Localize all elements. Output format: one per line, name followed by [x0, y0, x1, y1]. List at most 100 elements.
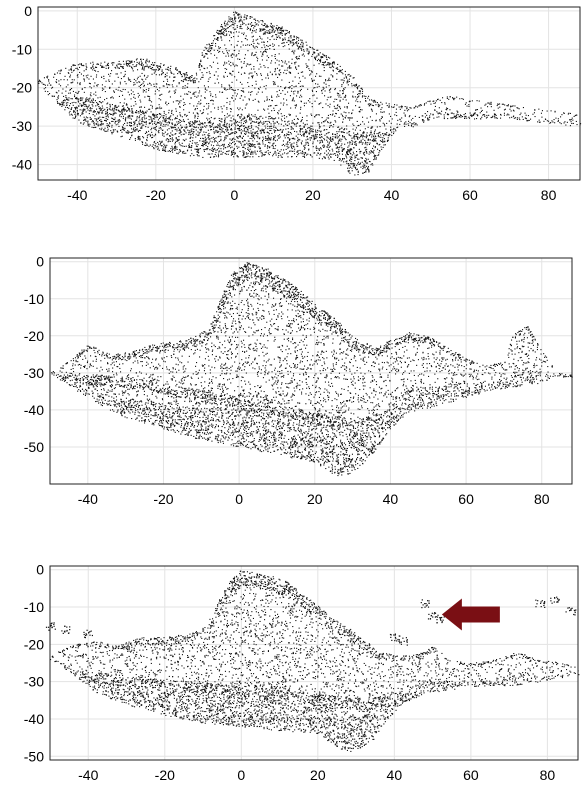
- data-point: [63, 102, 65, 104]
- data-point: [357, 93, 359, 95]
- data-point: [254, 54, 256, 56]
- data-point: [251, 53, 253, 55]
- data-point: [170, 115, 172, 117]
- data-point: [245, 38, 247, 40]
- data-point: [99, 64, 101, 66]
- data-point: [383, 135, 385, 137]
- data-point: [235, 120, 237, 122]
- data-point: [216, 78, 218, 80]
- data-point: [91, 104, 93, 106]
- data-point: [125, 118, 127, 120]
- data-point: [115, 120, 117, 122]
- data-point: [224, 152, 226, 154]
- data-point: [218, 155, 220, 157]
- data-point: [318, 53, 320, 55]
- data-point: [329, 126, 331, 128]
- data-point: [286, 41, 288, 43]
- data-point: [199, 129, 201, 131]
- data-point: [569, 119, 571, 121]
- data-point: [97, 103, 99, 105]
- data-point: [188, 91, 190, 93]
- data-point: [268, 32, 270, 34]
- data-point: [187, 93, 189, 95]
- data-point: [205, 131, 207, 133]
- data-point: [144, 106, 146, 108]
- data-point: [260, 152, 262, 154]
- data-point: [169, 118, 171, 120]
- data-point: [318, 54, 320, 56]
- data-point: [309, 139, 311, 141]
- data-point: [179, 150, 181, 152]
- data-point: [357, 174, 359, 176]
- data-point: [241, 137, 243, 139]
- data-point: [337, 104, 339, 106]
- data-point: [225, 25, 227, 27]
- data-point: [206, 67, 208, 69]
- data-point: [235, 28, 237, 30]
- data-point: [269, 127, 271, 129]
- data-point: [361, 161, 363, 163]
- data-point: [141, 124, 143, 126]
- data-point: [247, 155, 249, 157]
- data-point: [165, 150, 167, 152]
- data-point: [105, 65, 107, 67]
- data-point: [80, 63, 82, 65]
- data-point: [128, 63, 130, 65]
- data-point: [299, 112, 301, 114]
- data-point: [238, 71, 240, 73]
- data-point: [119, 63, 121, 65]
- data-point: [356, 87, 358, 89]
- data-point: [128, 109, 130, 111]
- data-point: [209, 51, 211, 53]
- data-point: [223, 131, 225, 133]
- data-point: [202, 143, 204, 145]
- data-point: [219, 33, 221, 35]
- data-point: [209, 126, 211, 128]
- data-point: [524, 117, 526, 119]
- data-point: [59, 104, 61, 106]
- data-point: [164, 125, 166, 127]
- data-point: [113, 62, 115, 64]
- data-point: [298, 58, 300, 60]
- data-point: [225, 89, 227, 91]
- data-point: [284, 137, 286, 139]
- data-point: [218, 123, 220, 125]
- data-point: [146, 140, 148, 142]
- data-point: [166, 144, 168, 146]
- data-point: [379, 143, 381, 145]
- data-point: [519, 114, 521, 116]
- data-point: [365, 134, 367, 136]
- data-point: [293, 142, 295, 144]
- data-point: [243, 129, 245, 131]
- data-point: [304, 146, 306, 148]
- data-point: [208, 133, 210, 135]
- data-point: [206, 125, 208, 127]
- data-point: [58, 90, 60, 92]
- data-point: [518, 117, 520, 119]
- data-point: [275, 27, 277, 29]
- data-point: [366, 144, 368, 146]
- data-point: [365, 149, 367, 151]
- data-point: [362, 95, 364, 97]
- data-point: [396, 104, 398, 106]
- data-point: [324, 95, 326, 97]
- data-point: [210, 93, 212, 95]
- data-point: [165, 101, 167, 103]
- data-point: [283, 115, 285, 117]
- data-point: [57, 96, 59, 98]
- data-point: [315, 133, 317, 135]
- data-point: [261, 79, 263, 81]
- data-point: [292, 138, 294, 140]
- data-point: [234, 143, 236, 145]
- data-point: [206, 47, 208, 49]
- data-point: [79, 98, 81, 100]
- data-point: [237, 58, 239, 60]
- data-point: [277, 30, 279, 32]
- data-point: [115, 105, 117, 107]
- data-point: [236, 155, 238, 157]
- data-point: [268, 141, 270, 143]
- data-point: [228, 50, 230, 52]
- data-point: [295, 56, 297, 58]
- data-point: [202, 76, 204, 78]
- data-point: [253, 66, 255, 68]
